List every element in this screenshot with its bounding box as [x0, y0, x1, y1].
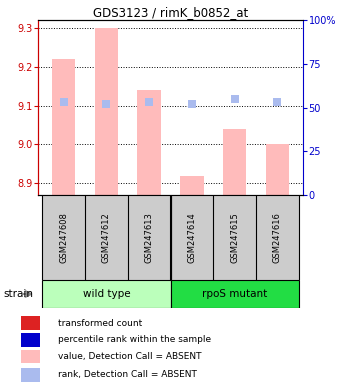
Bar [21, 316, 40, 330]
FancyBboxPatch shape [42, 280, 170, 308]
Text: value, Detection Call = ABSENT: value, Detection Call = ABSENT [58, 352, 202, 361]
Text: percentile rank within the sample: percentile rank within the sample [58, 335, 211, 344]
Text: strain: strain [3, 289, 33, 299]
Bar [223, 129, 246, 195]
Bar [21, 333, 40, 347]
Text: GSM247613: GSM247613 [145, 212, 154, 263]
Bar [137, 90, 161, 195]
Point [104, 101, 109, 107]
Point [275, 99, 280, 105]
Point [189, 101, 195, 107]
Text: GSM247615: GSM247615 [230, 212, 239, 263]
Point [146, 99, 152, 105]
Bar [52, 59, 75, 195]
Bar [95, 28, 118, 195]
Bar [266, 144, 289, 195]
Bar [21, 350, 40, 364]
Text: rank, Detection Call = ABSENT: rank, Detection Call = ABSENT [58, 371, 197, 379]
Bar [180, 175, 204, 195]
Text: GSM247616: GSM247616 [273, 212, 282, 263]
Text: rpoS mutant: rpoS mutant [202, 289, 267, 299]
FancyBboxPatch shape [42, 195, 299, 280]
Point [232, 96, 237, 102]
Title: GDS3123 / rimK_b0852_at: GDS3123 / rimK_b0852_at [93, 6, 248, 19]
Text: GSM247612: GSM247612 [102, 212, 111, 263]
Point [61, 99, 66, 105]
Bar [21, 368, 40, 382]
Text: wild type: wild type [83, 289, 130, 299]
Text: GSM247608: GSM247608 [59, 212, 68, 263]
Text: transformed count: transformed count [58, 319, 142, 328]
FancyBboxPatch shape [170, 280, 299, 308]
Text: GSM247614: GSM247614 [187, 212, 196, 263]
